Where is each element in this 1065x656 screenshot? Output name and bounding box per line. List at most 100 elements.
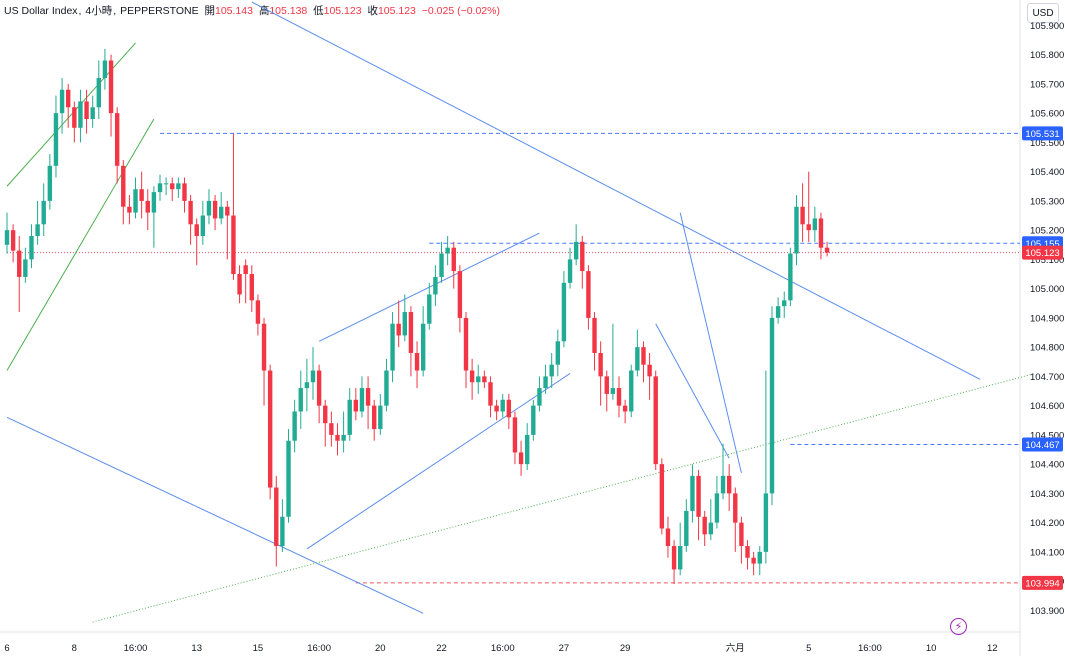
change-value: −0.025 (−0.02%) <box>421 5 500 17</box>
candle-body <box>800 206 805 225</box>
candle-body <box>592 317 597 353</box>
candle-body <box>488 382 493 406</box>
candle-body <box>10 230 16 251</box>
candle-body <box>555 341 560 365</box>
candle-body <box>182 183 187 201</box>
close-value: 105.123 <box>377 5 416 17</box>
y-tick-label: 105.700 <box>1030 79 1064 90</box>
y-tick-label: 104.100 <box>1030 547 1064 558</box>
candle-body <box>537 388 542 406</box>
candle-body <box>29 235 34 260</box>
y-tick-label: 104.200 <box>1030 518 1064 529</box>
candle-body <box>580 241 585 272</box>
y-tick-label: 104.600 <box>1030 401 1064 412</box>
candle-body <box>549 364 554 377</box>
candle-body <box>384 370 389 406</box>
candle-body <box>41 200 46 225</box>
candle-body <box>726 475 732 494</box>
candle-body <box>714 493 720 523</box>
candle-body <box>194 224 199 236</box>
candle-body <box>378 405 383 430</box>
symbol-name[interactable]: US Dollar Index <box>4 5 78 17</box>
candle-body <box>66 89 71 108</box>
y-tick-label: 105.200 <box>1030 226 1064 237</box>
x-tick-label: 六月 <box>726 642 745 654</box>
candle-body <box>653 376 658 465</box>
candle-body <box>274 487 279 547</box>
candle-body <box>543 376 548 389</box>
candle-body <box>206 200 212 216</box>
candle-body <box>90 107 95 119</box>
candle-body <box>225 206 230 216</box>
interval-label[interactable]: 4小時 <box>85 5 113 17</box>
candle-body <box>286 440 291 517</box>
trendline <box>306 373 571 550</box>
candle-body <box>739 522 744 547</box>
candle-body <box>359 388 365 412</box>
candle-body <box>188 200 193 225</box>
candle-body <box>598 352 603 377</box>
candle-body <box>78 101 83 128</box>
close-label: 收 <box>367 5 378 17</box>
trendline <box>6 118 155 371</box>
candle-body <box>671 546 677 570</box>
candle-body <box>145 200 150 213</box>
candle-body <box>372 405 377 430</box>
candle-body <box>763 493 769 552</box>
candle-body <box>629 370 634 412</box>
candle-body <box>316 370 322 406</box>
open-label: 開 <box>204 5 216 17</box>
candle-body <box>708 522 713 535</box>
x-tick-label: 15 <box>253 643 264 654</box>
price-badge <box>1022 245 1063 260</box>
candle-body <box>163 183 169 185</box>
candle-body <box>512 417 518 453</box>
price-badge <box>1022 126 1063 141</box>
candle-body <box>500 399 505 412</box>
price-badge-label: 105.155 <box>1025 239 1059 250</box>
candle-body <box>531 405 536 435</box>
y-tick-label: 104.500 <box>1030 430 1064 441</box>
candle-body <box>390 323 395 371</box>
currency-button[interactable]: USD <box>1027 3 1059 23</box>
candle-body <box>567 259 573 283</box>
y-tick-label: 105.800 <box>1030 50 1064 61</box>
x-tick-label: 16:00 <box>124 643 148 654</box>
candle-body <box>170 183 175 190</box>
x-tick-label: 22 <box>436 643 447 654</box>
candle-body <box>17 250 22 277</box>
y-tick-label: 104.700 <box>1030 372 1064 383</box>
candle-body <box>586 271 591 318</box>
candle-body <box>329 423 334 435</box>
high-value: 105.138 <box>269 5 308 17</box>
y-tick-label: 104.900 <box>1030 313 1064 324</box>
candle-body <box>684 510 689 547</box>
y-tick-label: 103.900 <box>1030 606 1064 617</box>
open-value: 105.143 <box>215 5 253 17</box>
candle-body <box>102 60 108 79</box>
candle-body <box>231 215 236 275</box>
candle-body <box>121 165 126 207</box>
y-tick-label: 105.300 <box>1030 196 1064 207</box>
candle-body <box>702 516 707 535</box>
candle-body <box>341 434 346 441</box>
candle-body <box>96 78 101 108</box>
x-tick-label: 8 <box>72 643 77 654</box>
trendline <box>6 42 136 187</box>
trendline <box>92 372 1036 623</box>
lightning-icon[interactable]: ⚡ <box>950 618 967 635</box>
candle-body <box>573 241 579 260</box>
candle-body <box>427 294 432 324</box>
y-tick-label: 105.500 <box>1030 138 1064 149</box>
trendline <box>655 323 730 459</box>
candle-body <box>59 89 65 114</box>
candle-body <box>212 200 218 219</box>
candle-body <box>280 516 285 547</box>
source-label: PEPPERSTONE <box>120 5 199 17</box>
candle-body <box>720 475 726 494</box>
candle-body <box>176 183 181 190</box>
y-tick-label: 104.400 <box>1030 460 1064 471</box>
candle-body <box>72 107 77 128</box>
legend-header: US Dollar Index, 4小時, PEPPERSTONE 開105.1… <box>4 5 500 17</box>
